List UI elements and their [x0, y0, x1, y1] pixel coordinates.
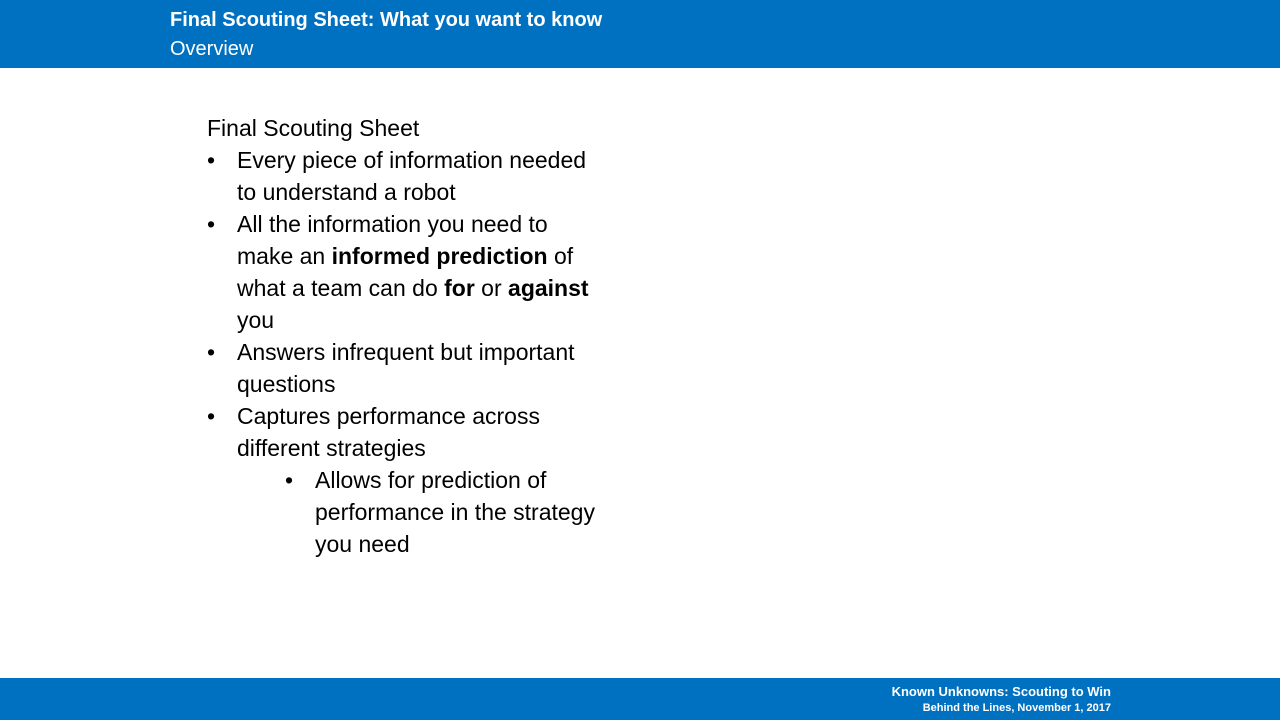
bullet-text-run: All the information you need to make an: [237, 211, 548, 269]
bullet-text: Captures performance across different st…: [237, 403, 540, 461]
list-item: • All the information you need to make a…: [207, 208, 607, 336]
bullet-marker: •: [207, 211, 216, 237]
list-item: • Answers infrequent but important quest…: [207, 336, 607, 400]
bullet-marker: •: [207, 339, 216, 365]
slide-subtitle: Overview: [170, 38, 254, 60]
bullet-text: Every piece of information needed to und…: [237, 147, 587, 205]
bullet-marker: •: [285, 467, 294, 493]
bold-term: against: [508, 275, 589, 301]
bullet-text: Answers infrequent but important questio…: [237, 339, 575, 397]
footer-presentation-title: Known Unknowns: Scouting to Win: [891, 684, 1111, 699]
bullet-text: All the information you need to make an …: [237, 211, 589, 333]
bullet-marker: •: [207, 147, 216, 173]
bullet-text-run: of what a team can do: [237, 243, 574, 301]
bold-term: for: [444, 275, 475, 301]
content-heading: Final Scouting Sheet: [207, 115, 420, 141]
list-item: • Captures performance across different …: [207, 400, 607, 560]
slide-title: Final Scouting Sheet: What you want to k…: [170, 9, 603, 31]
bullet-text-run: or: [474, 275, 509, 301]
header-bar: Final Scouting Sheet: What you want to k…: [0, 0, 1280, 68]
list-item: • Every piece of information needed to u…: [207, 144, 607, 208]
sub-list-item: • Allows for prediction of performance i…: [285, 464, 607, 560]
slide-content: Final Scouting Sheet • Every piece of in…: [207, 112, 607, 560]
bullet-list: • Every piece of information needed to u…: [207, 144, 607, 560]
sub-bullet-list: • Allows for prediction of performance i…: [237, 464, 607, 560]
footer-bar: Known Unknowns: Scouting to Win Behind t…: [0, 678, 1280, 720]
bullet-text-run: you: [237, 307, 275, 333]
footer-event-date: Behind the Lines, November 1, 2017: [922, 702, 1111, 714]
sub-bullet-text: Allows for prediction of performance in …: [315, 467, 595, 557]
bullet-marker: •: [207, 403, 216, 429]
bold-term: informed prediction: [331, 243, 548, 269]
